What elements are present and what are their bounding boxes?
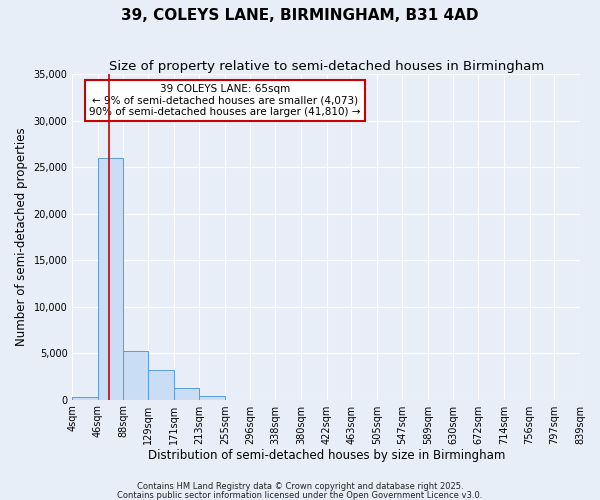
Y-axis label: Number of semi-detached properties: Number of semi-detached properties <box>15 128 28 346</box>
X-axis label: Distribution of semi-detached houses by size in Birmingham: Distribution of semi-detached houses by … <box>148 450 505 462</box>
Text: 39 COLEYS LANE: 65sqm
← 9% of semi-detached houses are smaller (4,073)
90% of se: 39 COLEYS LANE: 65sqm ← 9% of semi-detac… <box>89 84 361 117</box>
Bar <box>148 370 174 400</box>
Text: 39, COLEYS LANE, BIRMINGHAM, B31 4AD: 39, COLEYS LANE, BIRMINGHAM, B31 4AD <box>121 8 479 22</box>
Bar <box>98 158 124 400</box>
Bar <box>124 351 148 400</box>
Bar <box>73 397 98 400</box>
Title: Size of property relative to semi-detached houses in Birmingham: Size of property relative to semi-detach… <box>109 60 544 73</box>
Text: Contains public sector information licensed under the Open Government Licence v3: Contains public sector information licen… <box>118 490 482 500</box>
Bar <box>174 388 199 400</box>
Text: Contains HM Land Registry data © Crown copyright and database right 2025.: Contains HM Land Registry data © Crown c… <box>137 482 463 491</box>
Bar <box>199 396 225 400</box>
